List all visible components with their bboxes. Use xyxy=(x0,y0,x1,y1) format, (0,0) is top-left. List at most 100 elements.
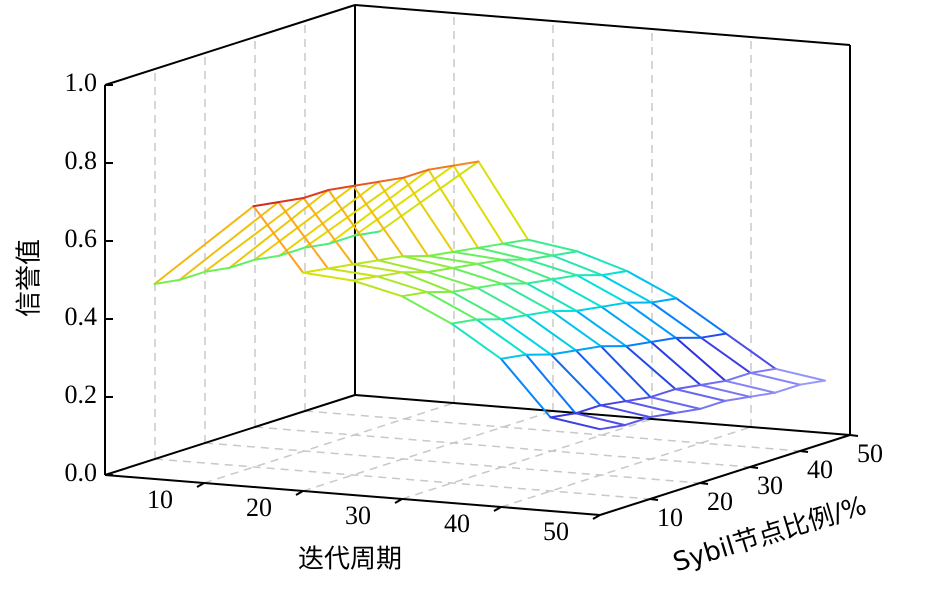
surface-wire xyxy=(527,238,579,253)
surface-wire xyxy=(625,301,677,339)
y-tick-mark xyxy=(799,450,809,453)
axis-box-edge xyxy=(104,474,601,516)
surface-wire xyxy=(228,258,256,269)
z-tick-label: 0.2 xyxy=(65,380,98,409)
surface-wire xyxy=(601,274,653,304)
surface-wire xyxy=(302,271,354,282)
surface-wire xyxy=(526,282,578,312)
surface-wire xyxy=(353,164,455,237)
x-tick-label: 20 xyxy=(246,493,272,522)
surface-wire xyxy=(476,262,528,285)
surface-wire xyxy=(574,404,602,415)
surface-wire xyxy=(401,291,428,298)
surface-wire xyxy=(674,407,701,414)
surface-wire xyxy=(452,250,504,261)
y-axis-label: Sybil节点比例/% xyxy=(670,491,870,578)
surface-wire xyxy=(476,286,528,317)
y-tick-mark xyxy=(749,466,759,469)
grid-line xyxy=(204,442,701,484)
surface-wire xyxy=(575,349,627,403)
surface-wire xyxy=(252,201,280,208)
surface-wire xyxy=(649,412,676,419)
x-tick-label: 50 xyxy=(543,517,569,546)
surface-wire xyxy=(624,396,652,403)
axis-box-edge xyxy=(354,4,851,46)
surface-wire xyxy=(451,267,503,285)
surface-wire xyxy=(576,274,628,304)
axis-box-edge xyxy=(599,434,851,516)
surface-wire xyxy=(576,250,628,272)
surface-wire xyxy=(153,205,255,285)
x-tick-mark xyxy=(493,506,502,512)
surface-wire xyxy=(674,388,726,402)
surface-wire xyxy=(674,384,702,391)
surface-wire xyxy=(500,318,552,356)
surface-wire xyxy=(278,180,380,257)
grid-line xyxy=(304,410,801,452)
surface-wire xyxy=(378,160,480,233)
surface-wire xyxy=(278,246,306,257)
surface-wire xyxy=(252,205,304,274)
surface-wire xyxy=(501,282,553,313)
surface-wire xyxy=(450,322,502,360)
surface-wire xyxy=(402,176,454,253)
surface-wire xyxy=(451,262,479,269)
y-tick-label: 40 xyxy=(807,455,833,484)
grid-line xyxy=(401,418,653,500)
x-tick-mark xyxy=(295,490,304,496)
surface-wire xyxy=(402,168,430,179)
surface-wire xyxy=(203,197,305,273)
surface-wire xyxy=(625,341,652,348)
surface-wire xyxy=(600,305,652,343)
surface-wire xyxy=(277,197,305,204)
grid-line xyxy=(254,426,751,468)
surface-wire xyxy=(575,305,603,312)
surface-wire xyxy=(600,345,652,399)
surface-wire xyxy=(277,201,329,270)
grid-line xyxy=(302,410,554,492)
surface-wire xyxy=(427,255,479,265)
surface-wire xyxy=(376,271,404,278)
surface-wire xyxy=(377,180,429,257)
surface-wire xyxy=(550,310,602,348)
surface-wire xyxy=(551,274,578,281)
surface-wire xyxy=(302,189,330,199)
surface-wire xyxy=(328,168,430,245)
surface-wire xyxy=(303,176,405,249)
surface-wire xyxy=(675,336,727,382)
surface-wire xyxy=(749,367,777,374)
surface-wire xyxy=(650,301,702,339)
surface-wire xyxy=(599,400,627,407)
surface-wire xyxy=(253,254,281,261)
surface-wire xyxy=(352,180,380,187)
surface-wire xyxy=(649,396,701,410)
grid-line xyxy=(500,426,752,508)
surface-wire xyxy=(551,278,603,308)
surface-wire xyxy=(401,295,453,325)
surface-wire xyxy=(624,416,651,427)
surface-wire xyxy=(625,345,677,391)
x-tick-label: 30 xyxy=(345,501,371,530)
x-tick-mark xyxy=(394,498,403,504)
surface-wire xyxy=(525,353,577,415)
surface-wire xyxy=(328,234,356,245)
surface-wire xyxy=(426,271,478,289)
surface-wire xyxy=(724,371,752,382)
surface-wire xyxy=(526,254,554,261)
surface-wire xyxy=(502,238,529,245)
surface-wire xyxy=(402,255,454,269)
surface-wire xyxy=(774,383,801,394)
surface-wire xyxy=(426,267,454,274)
surface-wire xyxy=(526,258,578,277)
surface-wire xyxy=(500,357,552,419)
surface-wire xyxy=(774,367,826,382)
surface-wire xyxy=(253,184,355,261)
surface-wire xyxy=(475,318,527,356)
surface-wire xyxy=(600,301,628,308)
z-tick-label: 0.0 xyxy=(65,458,98,487)
surface-wire xyxy=(451,290,503,321)
surface-wire xyxy=(353,230,381,237)
surface-wire xyxy=(525,314,577,352)
surface-wire xyxy=(452,246,479,253)
